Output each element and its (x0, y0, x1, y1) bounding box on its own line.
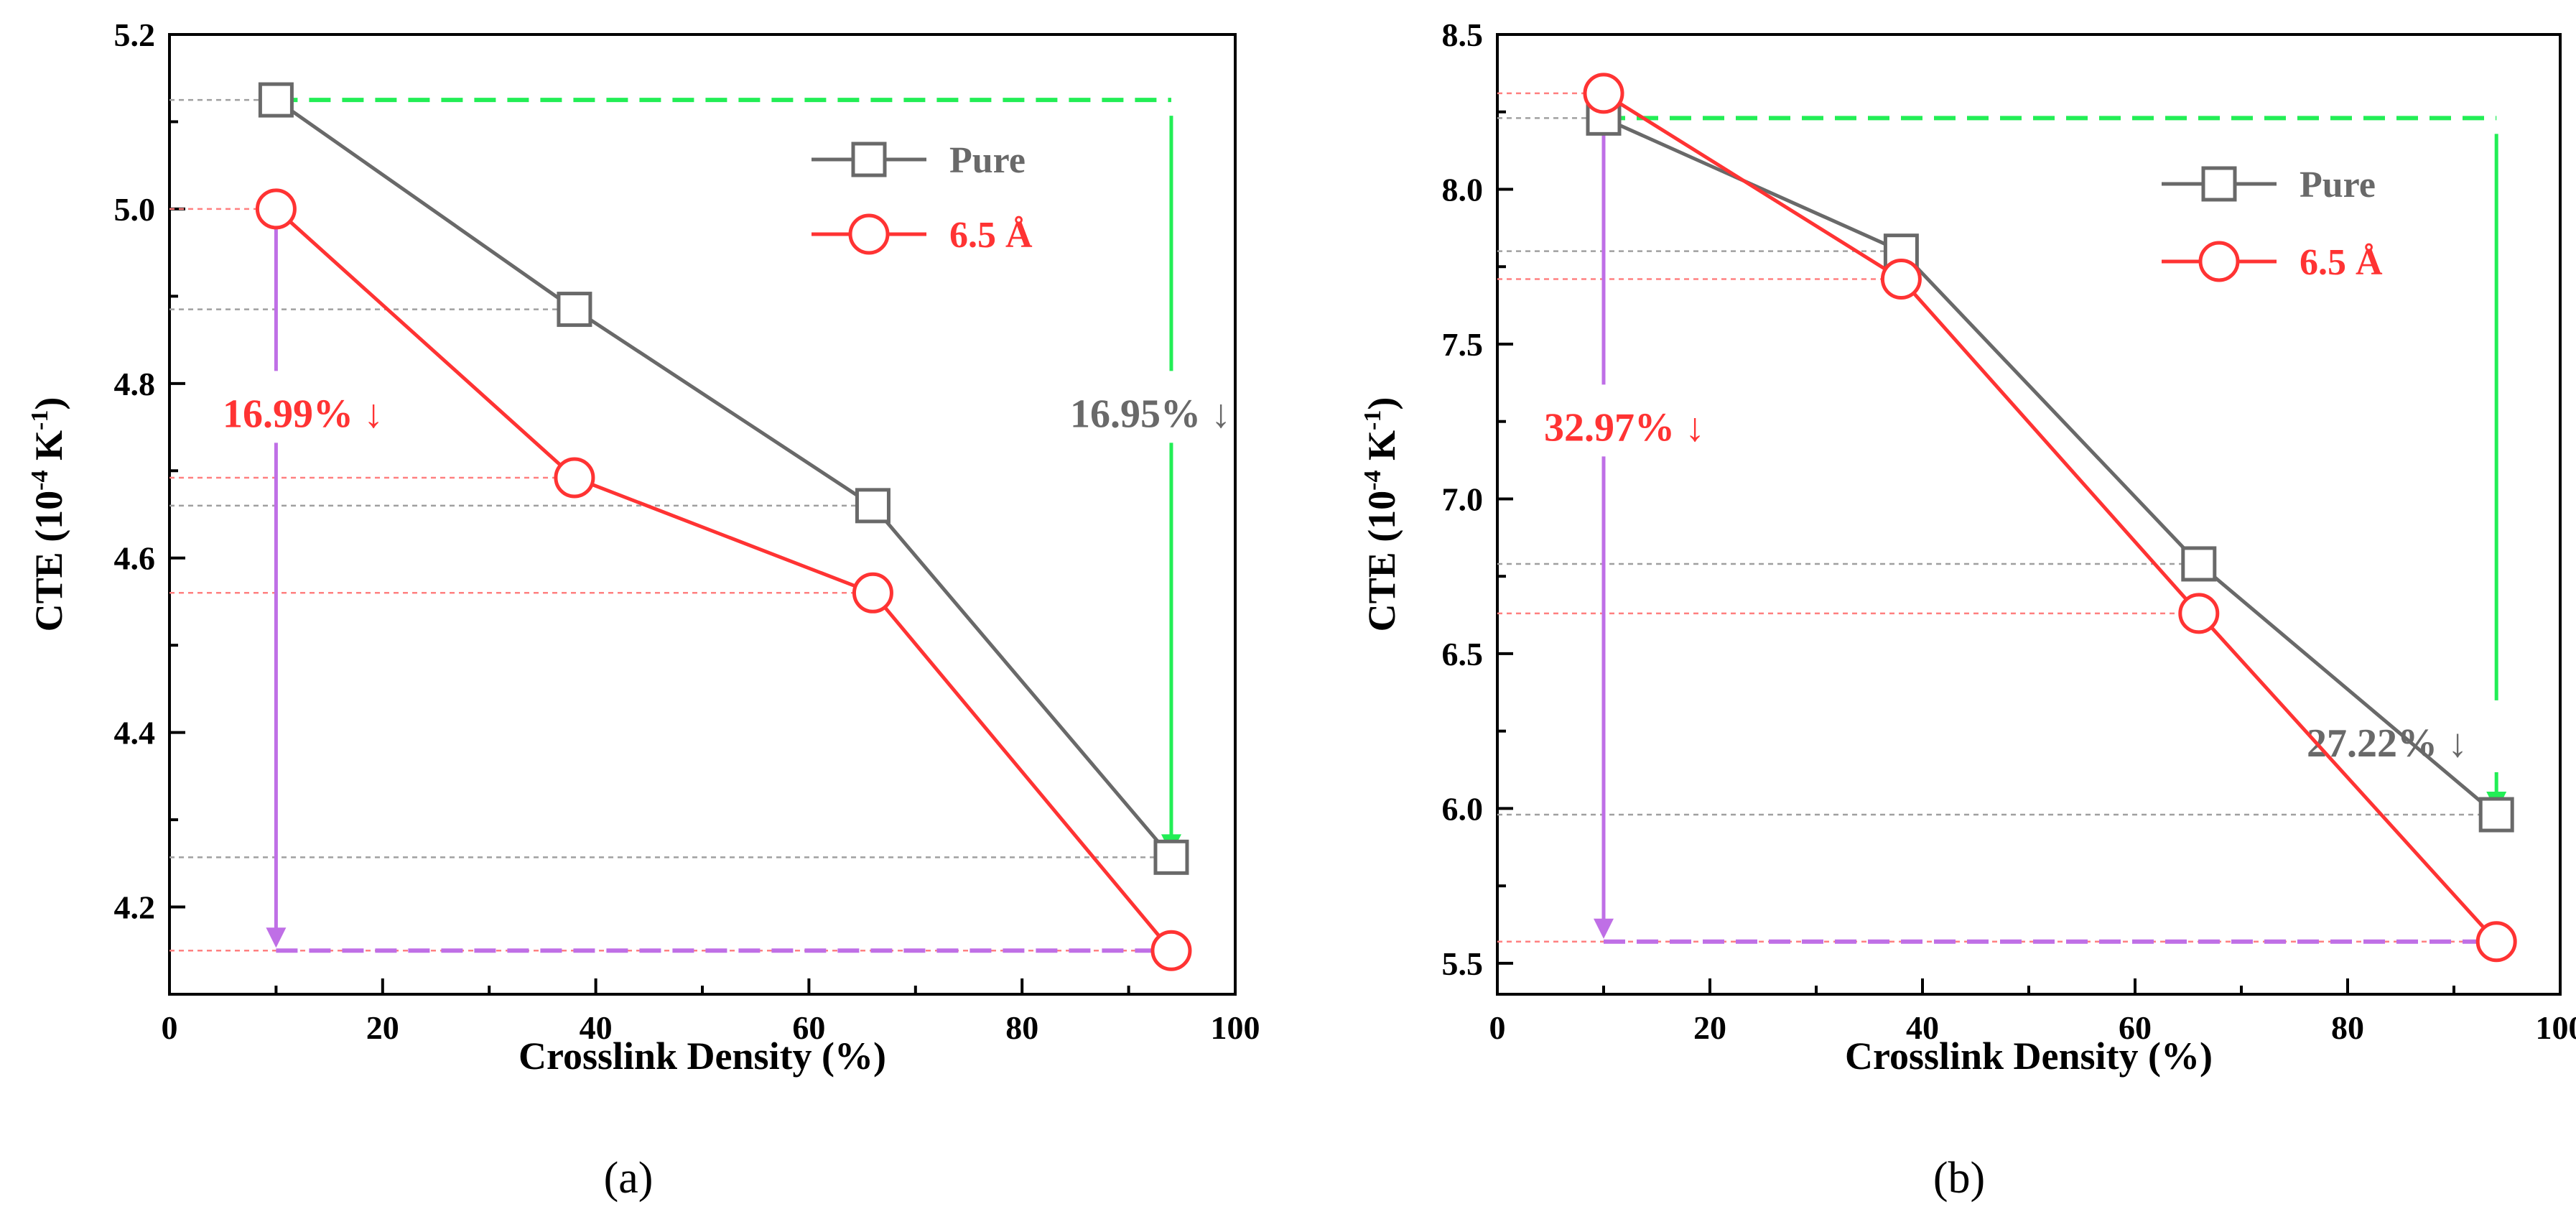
y-tick-label: 6.0 (1442, 790, 1484, 827)
y-axis-title: CTE (10-4 K-1) (1359, 397, 1403, 632)
panel-b: 0 20 40 60 80 100 5.5 6.0 6.5 7.0 7.5 8.0 8.5 Crossli… (1359, 17, 2576, 1203)
legend-marker-square (851, 142, 887, 177)
y-tick-label: 5.5 (1442, 945, 1484, 982)
panel-caption: (a) (604, 1154, 654, 1203)
y-tick-label: 7.5 (1442, 326, 1484, 363)
x-tick-label: 40 (1906, 1009, 1939, 1046)
annotation-label: 27.22% ↓ (2307, 721, 2468, 766)
y-axis-title-part: CTE (10 (1360, 491, 1403, 632)
y-axis-title-part: CTE (10 (27, 491, 70, 632)
data-point-circle (1880, 258, 1922, 300)
annotation-label: 32.97% ↓ (1544, 405, 1705, 450)
legend-label: Pure (949, 140, 1026, 181)
legend-marker-square (2201, 166, 2237, 202)
y-axis-title-part: K (1360, 430, 1403, 471)
y-tick-label: 5.2 (114, 17, 156, 53)
y-axis-title-superscript: -4 (1359, 470, 1386, 490)
y-axis-title: CTE (10-4 K-1) (27, 397, 70, 632)
y-axis-title-part: K (27, 430, 70, 471)
x-tick-label: 60 (792, 1009, 825, 1046)
data-point-circle (554, 457, 595, 499)
x-tick-label: 40 (580, 1009, 613, 1046)
plot-frame (168, 33, 1237, 996)
legend-marker-circle (848, 213, 890, 255)
data-point-circle (852, 572, 893, 614)
panel-caption: (b) (1933, 1154, 1985, 1203)
data-point-circle (2475, 921, 2517, 963)
x-axis-title: Crosslink Density (%) (1845, 1034, 2213, 1078)
y-axis-title-superscript: -4 (27, 470, 53, 490)
data-point-circle (1583, 73, 1624, 114)
data-point-square (1153, 839, 1189, 875)
annotation-arrowhead (266, 927, 287, 948)
x-tick-label: 20 (366, 1009, 399, 1046)
data-point-square (2478, 797, 2514, 833)
series-line-square (1602, 116, 2498, 816)
plot-frame (1496, 33, 2562, 996)
data-point-circle (1150, 930, 1192, 971)
x-tick-label: 0 (162, 1009, 178, 1046)
data-point-square (258, 82, 294, 118)
legend-label: 6.5 Å (2300, 242, 2383, 283)
y-tick-label: 4.6 (114, 540, 156, 577)
x-tick-label: 20 (1693, 1009, 1726, 1046)
data-point-square (2181, 546, 2217, 582)
x-tick-label: 80 (1005, 1009, 1038, 1046)
y-tick-label: 8.0 (1442, 171, 1484, 208)
series-line-circle (274, 208, 1173, 952)
y-tick-label: 8.5 (1442, 17, 1484, 53)
x-tick-label: 80 (2331, 1009, 2364, 1046)
y-tick-label: 4.4 (114, 715, 156, 751)
y-axis-title-part: ) (27, 397, 70, 410)
data-point-square (855, 488, 891, 524)
legend-marker-circle (2198, 241, 2240, 282)
data-point-circle (2178, 593, 2220, 634)
x-tick-label: 100 (1211, 1009, 1260, 1046)
data-point-square (557, 292, 592, 328)
annotation-label: 16.99% ↓ (223, 392, 383, 436)
x-axis-title: Crosslink Density (%) (519, 1034, 886, 1078)
x-tick-label: 100 (2536, 1009, 2576, 1046)
annotation-label: 16.95% ↓ (1070, 392, 1231, 436)
y-tick-label: 6.5 (1442, 636, 1484, 672)
y-tick-label: 4.2 (114, 889, 156, 926)
y-tick-label: 7.0 (1442, 481, 1484, 517)
panel-a: 0 20 40 60 80 100 4.2 4.4 4.6 4.8 5.0 5.2 Crosslink … (27, 17, 1260, 1203)
legend-label: Pure (2300, 165, 2376, 205)
x-tick-label: 60 (2119, 1009, 2152, 1046)
series-line-circle (1602, 91, 2498, 943)
y-tick-label: 5.0 (114, 191, 156, 228)
y-tick-label: 4.8 (114, 366, 156, 402)
x-tick-label: 0 (1489, 1009, 1506, 1046)
annotation-arrowhead (1594, 918, 1614, 939)
y-axis-title-part: ) (1360, 397, 1403, 410)
data-point-circle (255, 188, 297, 230)
series-line-square (274, 98, 1173, 858)
y-axis-title-superscript: -1 (27, 410, 53, 430)
y-axis-title-superscript: -1 (1359, 410, 1386, 430)
legend-label: 6.5 Å (949, 215, 1033, 256)
